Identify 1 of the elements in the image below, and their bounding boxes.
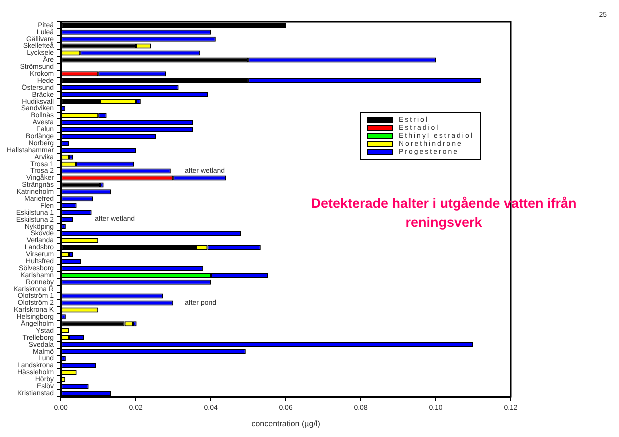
x-axis-title: concentration (µg/l) [252, 419, 321, 428]
